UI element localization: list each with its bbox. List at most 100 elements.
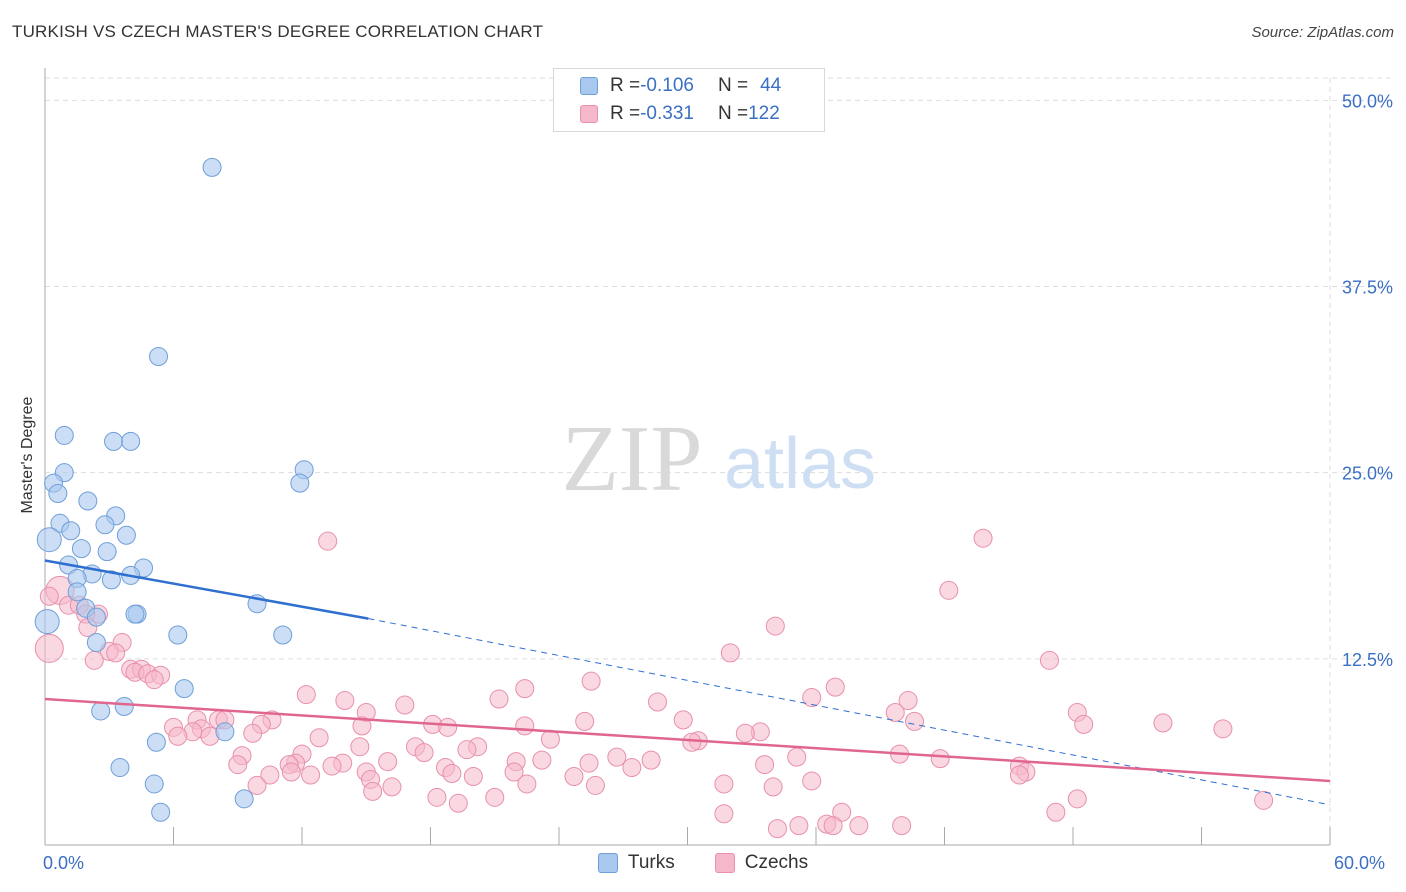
legend-item-turks: Turks (597, 852, 675, 874)
turks-legend-swatch (597, 853, 618, 873)
turks-point (215, 722, 235, 742)
czechs-point (825, 677, 845, 697)
czechs-point (787, 747, 807, 767)
czechs-point (106, 643, 126, 663)
czechs-r-label: R = (610, 103, 641, 124)
czechs-point (898, 691, 918, 711)
turks-point (86, 607, 106, 627)
watermark-atlas: atlas (724, 424, 876, 504)
turks-point (67, 582, 87, 602)
czechs-point (622, 758, 642, 778)
czechs-point (414, 743, 434, 763)
legend-item-czechs: Czechs (714, 852, 808, 874)
czechs-point (581, 671, 601, 691)
turks-n-value: 44 (760, 75, 782, 96)
czechs-point (930, 749, 950, 769)
turks-point (168, 625, 188, 645)
y-tick-label: 50.0% (1342, 91, 1393, 111)
czechs-point (564, 766, 584, 786)
czechs-point (575, 711, 595, 731)
czechs-point (84, 650, 104, 670)
czechs-point (789, 816, 809, 836)
czechs-point (720, 643, 740, 663)
czechs-point (34, 633, 64, 663)
turks-point (71, 539, 91, 559)
czechs-point (1254, 790, 1274, 810)
turks-trend-line (44, 559, 369, 620)
turks-point (48, 484, 68, 504)
czechs-points (34, 528, 1274, 839)
turks-point (104, 431, 124, 451)
series-legend: Turks Czechs (0, 852, 1406, 874)
y-tick-labels: 12.5% 25.0% 37.5% 50.0% (1342, 91, 1393, 669)
czechs-point (352, 716, 372, 736)
czechs-point (532, 750, 552, 770)
czechs-point (648, 692, 668, 712)
czechs-point (802, 688, 822, 708)
turks-point (95, 515, 115, 535)
czechs-point (641, 750, 661, 770)
legend-row-turks: R = -0.106 N = 44 (554, 73, 781, 99)
turks-point (61, 521, 81, 541)
turks-point (101, 570, 121, 590)
turks-trend-extension (368, 618, 1331, 806)
trend-lines (44, 559, 1331, 806)
czechs-legend-swatch (714, 853, 735, 873)
czechs-point (39, 586, 59, 606)
watermark: ZIP atlas (562, 407, 877, 511)
y-tick-label: 12.5% (1342, 650, 1393, 670)
czechs-point (448, 793, 468, 813)
turks-point (144, 774, 164, 794)
czechs-point (735, 723, 755, 743)
czechs-point (755, 755, 775, 775)
turks-r-value: -0.106 (640, 75, 694, 96)
czechs-point (463, 766, 483, 786)
czechs-point (607, 747, 627, 767)
czechs-point (1039, 650, 1059, 670)
turks-point (36, 527, 62, 553)
czechs-point (673, 710, 693, 730)
turks-r-label: R = (610, 75, 641, 96)
czechs-point (301, 765, 321, 785)
czechs-point (1074, 714, 1094, 734)
czechs-point (457, 740, 477, 760)
turks-point (151, 802, 171, 822)
czechs-point (1046, 802, 1066, 822)
czechs-point (540, 729, 560, 749)
czechs-point (892, 816, 912, 836)
turks-point (91, 701, 111, 721)
czechs-point (296, 685, 316, 705)
czechs-point (228, 755, 248, 775)
czechs-n-value: 122 (748, 103, 780, 124)
turks-point (202, 157, 222, 177)
turks-swatch (580, 77, 598, 95)
czechs-point (395, 695, 415, 715)
turks-point (121, 431, 141, 451)
czechs-point (765, 616, 785, 636)
turks-point (110, 758, 130, 778)
czechs-point (515, 679, 535, 699)
czechs-point (905, 711, 925, 731)
turks-legend-label: Turks (627, 852, 675, 873)
turks-point (86, 632, 106, 652)
czechs-swatch (580, 105, 598, 123)
czechs-point (281, 762, 301, 782)
czechs-point (763, 777, 783, 797)
czechs-point (442, 764, 462, 784)
czechs-point (318, 531, 338, 551)
czechs-point (363, 781, 383, 801)
y-tick-label: 37.5% (1342, 278, 1393, 298)
turks-point (116, 525, 136, 545)
czechs-point (168, 726, 188, 746)
turks-n-label: N = (717, 75, 749, 96)
czechs-point (260, 765, 280, 785)
czechs-point (767, 819, 787, 839)
czechs-point (504, 762, 524, 782)
czechs-point (1213, 719, 1233, 739)
turks-point (174, 679, 194, 699)
czechs-point (585, 775, 605, 795)
czechs-point (714, 774, 734, 794)
czechs-point (849, 816, 869, 836)
turks-point (34, 609, 60, 635)
